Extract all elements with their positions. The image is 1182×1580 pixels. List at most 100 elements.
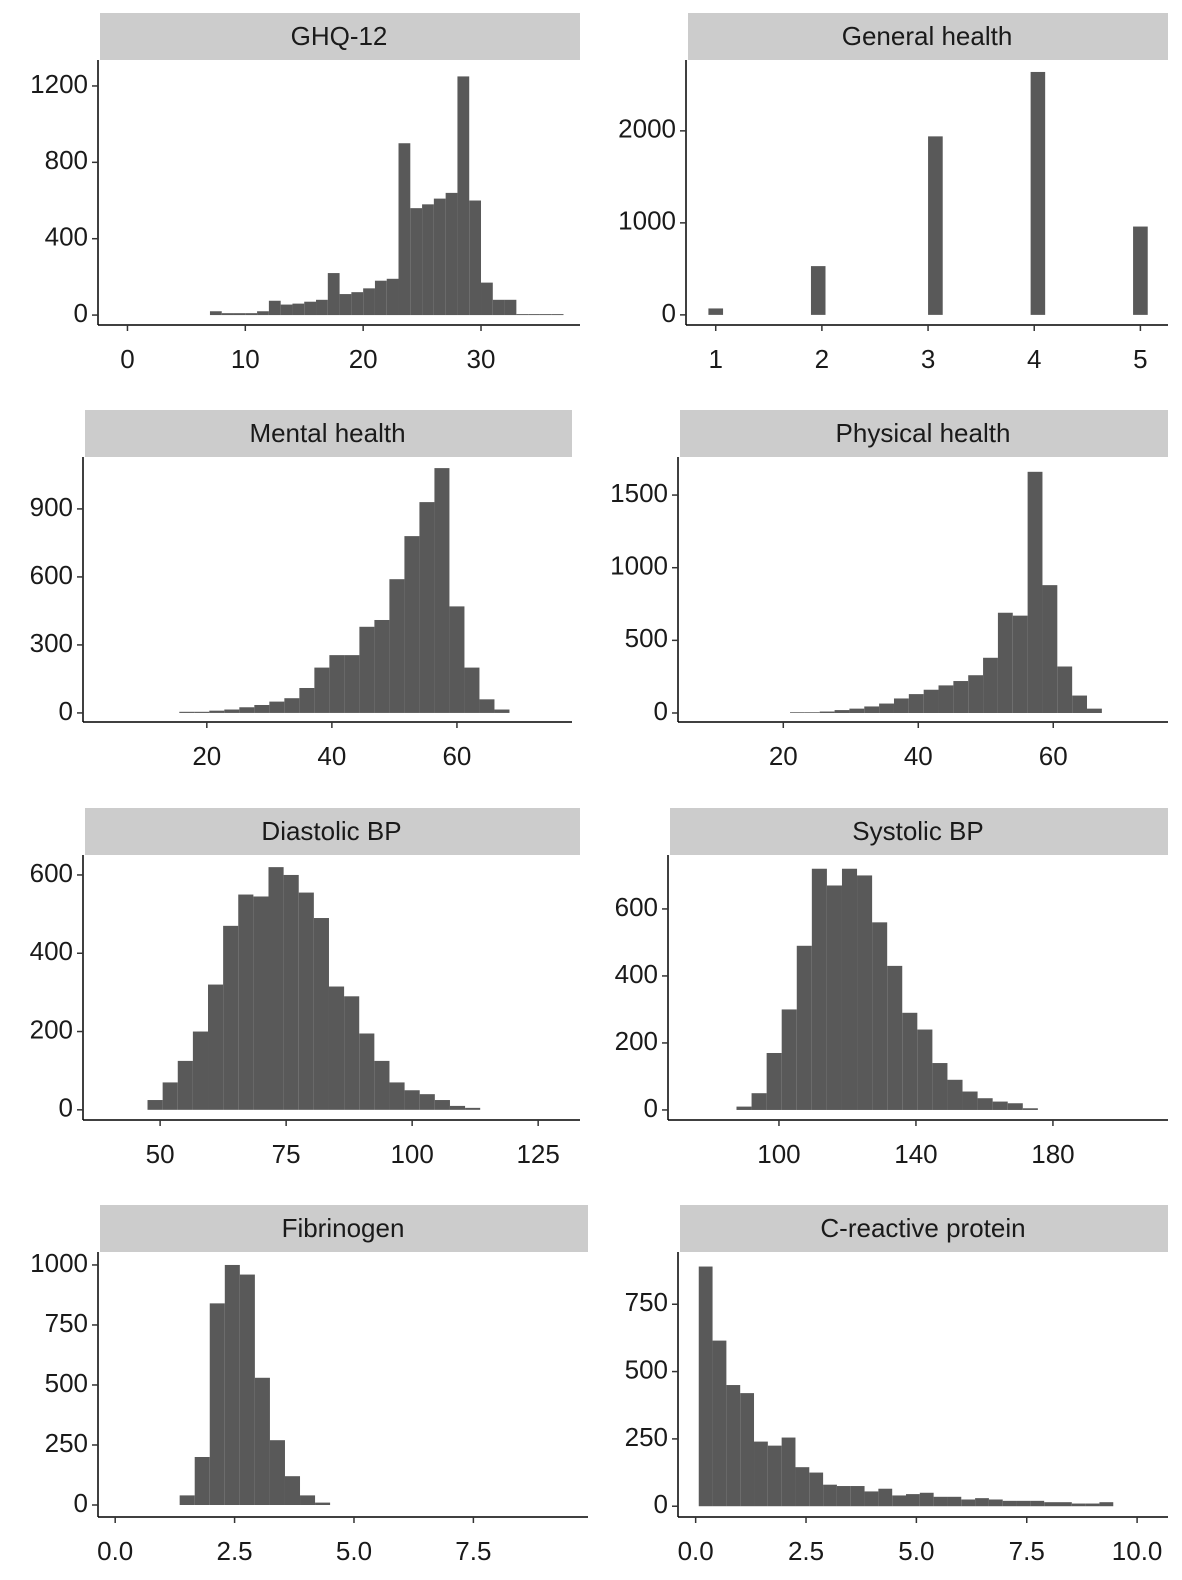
y-tick-label: 800 <box>45 145 88 175</box>
bar <box>359 1033 375 1110</box>
panel: GHQ-12 0 400 800 1200 0 10 20 30 <box>30 13 580 374</box>
y-tick-label: 200 <box>30 1014 73 1044</box>
x-tick-label: 0.0 <box>678 1536 714 1566</box>
y-tick-label: 200 <box>615 1026 658 1056</box>
bar <box>179 711 195 713</box>
x-tick-label: 40 <box>904 741 933 771</box>
bar <box>268 867 284 1110</box>
x-tick-label: 75 <box>272 1139 301 1169</box>
x-tick-label: 40 <box>317 741 346 771</box>
bar <box>177 1060 193 1110</box>
y-tick-label: 500 <box>45 1368 88 1398</box>
bar <box>836 1486 851 1507</box>
bar <box>363 288 375 316</box>
bar <box>254 704 270 713</box>
bar <box>712 1340 727 1507</box>
y-tick-label: 0 <box>59 1093 73 1123</box>
bar <box>315 1502 331 1505</box>
strip <box>100 13 580 60</box>
bar <box>849 708 865 713</box>
bar <box>404 536 420 713</box>
panel: General health 0 1000 2000 1 2 3 4 5 <box>618 13 1168 374</box>
bar <box>809 1472 824 1507</box>
y-tick-label: 0 <box>74 298 88 328</box>
x-tick-label: 125 <box>516 1139 559 1169</box>
bar <box>857 875 873 1110</box>
bar <box>740 1393 755 1507</box>
bar <box>494 709 510 713</box>
bar <box>767 1445 782 1507</box>
bar <box>433 198 446 316</box>
y-tick-label: 500 <box>625 623 668 653</box>
x-tick-label: 7.5 <box>455 1536 491 1566</box>
y-tick-label: 250 <box>45 1428 88 1458</box>
y-tick-label: 1200 <box>30 69 88 99</box>
bar <box>298 892 314 1110</box>
y-tick-label: 1500 <box>610 478 668 508</box>
bar <box>551 314 564 316</box>
bar <box>492 299 505 316</box>
bar <box>419 1094 435 1110</box>
panel-title: Systolic BP <box>852 816 984 846</box>
bar <box>162 1082 178 1110</box>
x-tick-label: 100 <box>390 1139 433 1169</box>
bar <box>284 698 300 713</box>
bar <box>516 314 529 316</box>
bar <box>968 675 984 713</box>
bar <box>1007 1103 1023 1110</box>
bar <box>906 1494 920 1507</box>
bar <box>339 294 352 316</box>
x-tick-label: 7.5 <box>1009 1536 1045 1566</box>
bar <box>1027 471 1043 713</box>
y-tick-label: 250 <box>625 1422 668 1452</box>
bar <box>977 1098 993 1110</box>
bar <box>422 204 434 316</box>
strip <box>85 410 572 457</box>
x-tick-label: 180 <box>1031 1139 1074 1169</box>
bar <box>811 868 827 1110</box>
y-tick-label: 2000 <box>618 114 676 144</box>
bar <box>804 712 820 713</box>
bar <box>928 136 943 315</box>
strip <box>670 808 1168 855</box>
bar <box>224 1264 240 1505</box>
bar <box>1012 615 1028 713</box>
bar <box>810 266 826 315</box>
bar <box>224 709 240 713</box>
bar <box>962 1091 978 1110</box>
bar <box>992 1101 1008 1110</box>
panel: Systolic BP 0 200 400 600 100 140 180 <box>615 808 1168 1169</box>
bar <box>781 1437 796 1507</box>
bar <box>209 1303 225 1505</box>
bar <box>781 1009 797 1110</box>
y-tick-label: 750 <box>45 1308 88 1338</box>
x-tick-label: 1 <box>708 344 722 374</box>
bar <box>404 1090 420 1110</box>
bar <box>221 313 234 316</box>
x-tick-label: 100 <box>757 1139 800 1169</box>
bar <box>751 1093 767 1110</box>
bar <box>917 1029 933 1110</box>
bar <box>902 1012 918 1110</box>
bar <box>284 1476 301 1505</box>
y-tick-label: 1000 <box>30 1248 88 1278</box>
x-tick-label: 10 <box>231 344 260 374</box>
bar <box>359 626 375 713</box>
bar <box>1042 585 1058 713</box>
bar <box>879 703 894 713</box>
y-tick-label: 1000 <box>618 206 676 236</box>
x-tick-label: 60 <box>442 741 471 771</box>
x-tick-label: 0.0 <box>97 1536 133 1566</box>
bar <box>292 303 305 316</box>
bar <box>872 922 888 1110</box>
bar <box>795 1467 810 1507</box>
x-tick-label: 20 <box>769 741 798 771</box>
y-tick-label: 600 <box>615 892 658 922</box>
bar <box>410 208 423 316</box>
bar <box>1044 1502 1058 1507</box>
bar <box>947 1496 962 1507</box>
bar <box>1133 226 1148 315</box>
strip <box>85 808 580 855</box>
x-tick-label: 5 <box>1133 344 1147 374</box>
